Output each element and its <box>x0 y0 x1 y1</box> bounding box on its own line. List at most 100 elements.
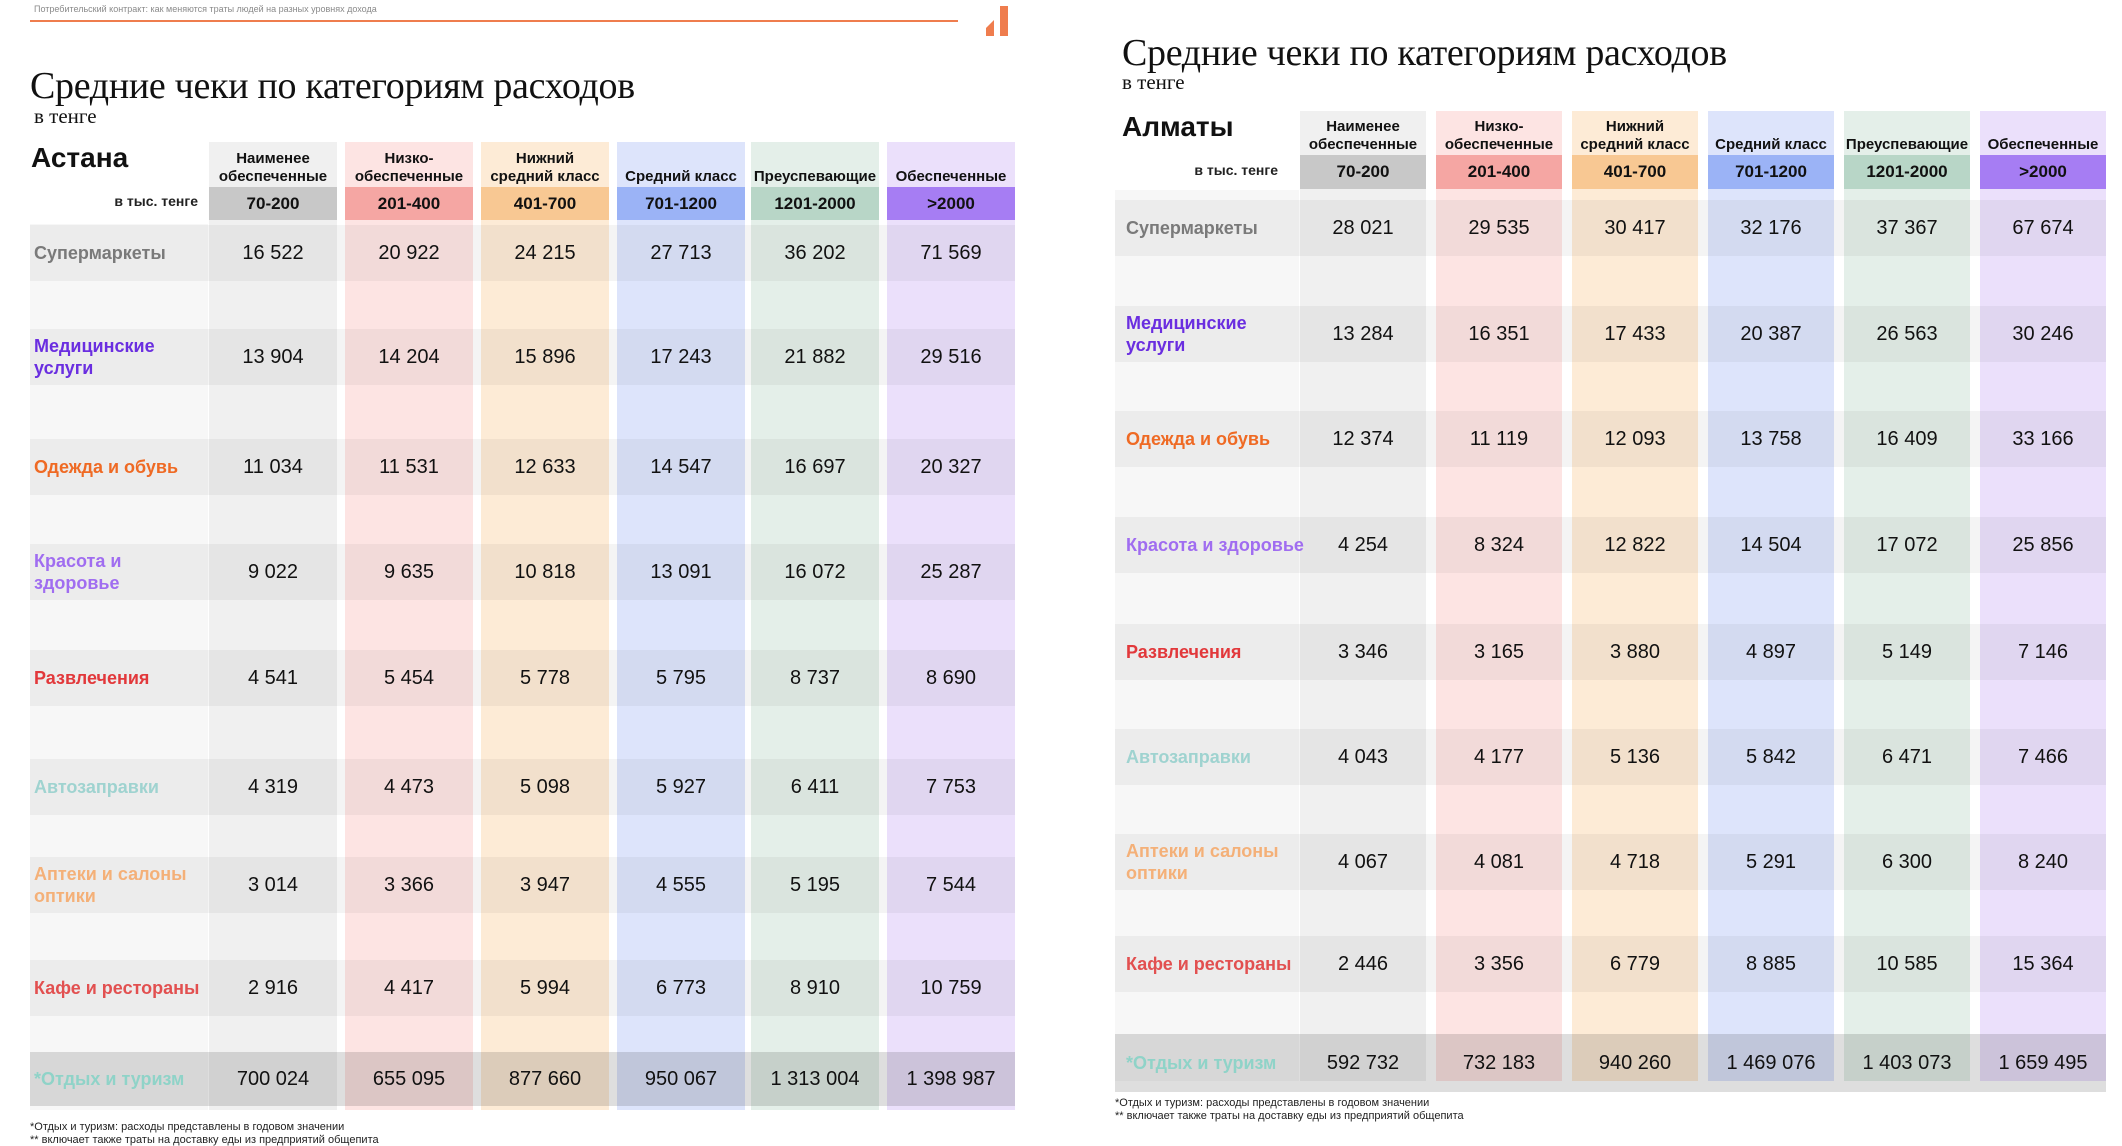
value-medical-prosperous: 21 882 <box>784 345 846 368</box>
unit-label: в тыс. тенге <box>114 193 198 209</box>
row-band-clothing <box>1115 411 2106 467</box>
value-pharmacy-lower-middle: 4 718 <box>1609 850 1661 873</box>
row-band-tourism <box>1115 1034 2106 1092</box>
value-clothing-lower-middle: 12 093 <box>1604 427 1666 450</box>
row-label-medical: Медицинские услуги <box>1126 313 1247 355</box>
income-range-middle: 701-1200 <box>617 187 745 220</box>
income-range-affluent: >2000 <box>1980 155 2106 189</box>
value-supermarkets-affluent: 67 674 <box>2012 216 2074 239</box>
column-bg-low-income <box>1436 111 1562 1081</box>
value-gas-stations-low-income: 4 473 <box>383 775 435 798</box>
value-clothing-least-affluent: 12 374 <box>1332 427 1394 450</box>
row-label-gas-stations: Автозаправки <box>1126 747 1251 767</box>
value-beauty-low-income: 9 635 <box>383 560 435 583</box>
row-band-supermarkets <box>30 225 1015 281</box>
income-range-least-affluent: 70-200 <box>1300 155 1426 189</box>
value-cafes-least-affluent: 2 916 <box>247 976 299 999</box>
value-cafes-affluent: 15 364 <box>2012 952 2074 975</box>
value-cafes-middle: 6 773 <box>655 976 707 999</box>
value-tourism-middle: 950 067 <box>644 1067 718 1090</box>
income-range-low-income: 201-400 <box>1436 155 1562 189</box>
row-label-cafes: Кафе и рестораны <box>34 978 200 998</box>
value-supermarkets-low-income: 29 535 <box>1468 216 1530 239</box>
column-header-lower-middle: Нижний средний класс <box>1580 118 1690 153</box>
value-gas-stations-lower-middle: 5 098 <box>519 775 571 798</box>
row-label-medical: Медицинские услуги <box>34 336 155 378</box>
row-band-entertainment <box>30 650 1015 706</box>
row-label-pharmacy: Аптеки и салоны оптики <box>34 864 187 906</box>
value-medical-least-affluent: 13 284 <box>1332 322 1394 345</box>
row-label-clothing: Одежда и обувь <box>34 457 179 477</box>
value-pharmacy-affluent: 7 544 <box>925 873 977 896</box>
row-label-beauty: Красота и здоровье <box>34 551 122 593</box>
value-beauty-prosperous: 16 072 <box>784 560 846 583</box>
row-label-gas-stations: Автозаправки <box>34 777 159 797</box>
row-label-supermarkets: Супермаркеты <box>1126 218 1258 238</box>
value-tourism-affluent: 1 398 987 <box>906 1067 996 1090</box>
value-entertainment-low-income: 5 454 <box>383 666 435 689</box>
row-label-pharmacy: Аптеки и салоны оптики <box>1126 841 1279 883</box>
column-bg-prosperous <box>1844 111 1970 1081</box>
footnote: ** включает также траты на доставку еды … <box>30 1134 379 1146</box>
column-header-affluent: Обеспеченные <box>895 168 1007 185</box>
row-band-cafes <box>1115 936 2106 992</box>
row-label-entertainment: Развлечения <box>34 668 150 688</box>
value-medical-lower-middle: 15 896 <box>514 345 576 368</box>
brand-logo-icon <box>986 6 1008 36</box>
value-beauty-low-income: 8 324 <box>1473 533 1525 556</box>
value-beauty-middle: 14 504 <box>1740 533 1802 556</box>
value-tourism-lower-middle: 877 660 <box>508 1067 582 1090</box>
value-cafes-low-income: 4 417 <box>383 976 435 999</box>
panel-subtitle: в тенге <box>34 104 97 128</box>
column-bg-middle <box>617 142 745 1110</box>
value-pharmacy-low-income: 3 366 <box>383 873 435 896</box>
value-tourism-prosperous: 1 403 073 <box>1862 1051 1952 1074</box>
value-gas-stations-middle: 5 842 <box>1745 745 1797 768</box>
value-entertainment-prosperous: 5 149 <box>1881 640 1933 663</box>
row-label-tourism: *Отдых и туризм <box>1126 1053 1277 1073</box>
column-header-least-affluent: Наименее обеспеченные <box>218 150 328 185</box>
footnote: ** включает также траты на доставку еды … <box>1115 1110 1464 1122</box>
column-bg-least-affluent <box>209 142 337 1110</box>
value-supermarkets-low-income: 20 922 <box>378 241 440 264</box>
panel-title: Средние чеки по категориям расходов <box>1122 32 1727 74</box>
value-entertainment-middle: 4 897 <box>1745 640 1797 663</box>
value-medical-affluent: 29 516 <box>920 345 982 368</box>
value-clothing-affluent: 20 327 <box>920 455 982 478</box>
row-band-gas-stations <box>30 759 1015 815</box>
income-range-lower-middle: 401-700 <box>481 187 609 220</box>
value-cafes-low-income: 3 356 <box>1473 952 1525 975</box>
city-name: Астана <box>31 142 129 173</box>
value-supermarkets-prosperous: 37 367 <box>1876 216 1938 239</box>
value-clothing-prosperous: 16 697 <box>784 455 846 478</box>
unit-label: в тыс. тенге <box>1194 162 1278 178</box>
income-range-middle: 701-1200 <box>1708 155 1834 189</box>
value-pharmacy-middle: 5 291 <box>1745 850 1797 873</box>
income-range-least-affluent: 70-200 <box>209 187 337 220</box>
value-entertainment-low-income: 3 165 <box>1473 640 1525 663</box>
value-tourism-low-income: 655 095 <box>372 1067 446 1090</box>
value-medical-lower-middle: 17 433 <box>1604 322 1666 345</box>
row-band-clothing <box>30 439 1015 495</box>
row-label-tourism: *Отдых и туризм <box>34 1069 185 1089</box>
value-pharmacy-prosperous: 6 300 <box>1881 850 1933 873</box>
value-gas-stations-affluent: 7 466 <box>2017 745 2069 768</box>
city-name: Алматы <box>1122 111 1234 142</box>
row-label-entertainment: Развлечения <box>1126 642 1242 662</box>
value-pharmacy-low-income: 4 081 <box>1473 850 1525 873</box>
income-range-low-income: 201-400 <box>345 187 473 220</box>
value-supermarkets-middle: 32 176 <box>1740 216 1802 239</box>
value-cafes-prosperous: 8 910 <box>789 976 841 999</box>
value-beauty-lower-middle: 12 822 <box>1604 533 1666 556</box>
column-header-low-income: Низко-обеспеченные <box>1444 118 1554 153</box>
report-caption: Потребительский контракт: как меняются т… <box>34 4 377 14</box>
row-band-gas-stations <box>1115 729 2106 785</box>
income-range-prosperous: 1201-2000 <box>751 187 879 220</box>
row-band-beauty <box>1115 517 2106 573</box>
value-tourism-least-affluent: 700 024 <box>236 1067 310 1090</box>
value-cafes-lower-middle: 5 994 <box>519 976 571 999</box>
value-gas-stations-least-affluent: 4 043 <box>1337 745 1389 768</box>
value-clothing-lower-middle: 12 633 <box>514 455 576 478</box>
value-gas-stations-lower-middle: 5 136 <box>1609 745 1661 768</box>
column-header-prosperous: Преуспевающие <box>1845 136 1969 153</box>
